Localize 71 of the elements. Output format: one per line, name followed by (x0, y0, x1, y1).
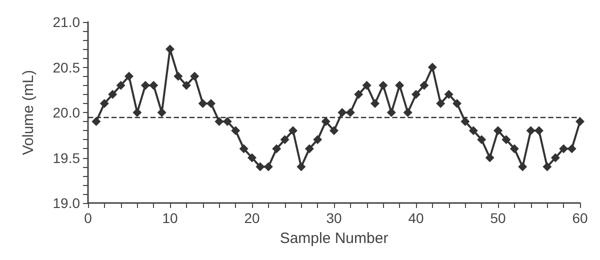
point (542, 162, 552, 172)
point (272, 144, 282, 154)
point (288, 126, 298, 136)
point (403, 108, 412, 117)
y-tick-label: 19.5 (52, 150, 80, 166)
point (190, 72, 200, 81)
point (444, 90, 454, 99)
point (313, 135, 322, 144)
point (362, 80, 372, 90)
point (280, 135, 290, 144)
point (338, 108, 347, 117)
point (510, 144, 519, 154)
point (198, 98, 208, 108)
point (412, 90, 420, 99)
point (567, 144, 576, 154)
point (477, 135, 486, 144)
point (395, 80, 404, 90)
point (518, 162, 528, 172)
point (231, 126, 240, 136)
point (386, 108, 396, 117)
point (420, 80, 429, 90)
x-tick-label: 60 (572, 210, 588, 226)
point (550, 153, 560, 162)
point (100, 98, 109, 108)
point (248, 153, 256, 162)
y-tick-label: 19.0 (52, 195, 80, 211)
y-tick-label: 21.0 (52, 14, 80, 30)
point (502, 135, 511, 144)
point (559, 144, 568, 154)
point (124, 72, 134, 81)
point (354, 90, 364, 99)
x-tick-label: 10 (162, 210, 178, 226)
point (370, 98, 380, 108)
point (182, 80, 191, 90)
point (108, 90, 118, 99)
x-axis-title: Sample Number (280, 230, 388, 247)
point (494, 126, 502, 136)
x-tick-label: 20 (244, 210, 260, 226)
point (92, 117, 101, 126)
point (428, 62, 437, 72)
point (534, 126, 544, 136)
point (116, 80, 126, 90)
x-tick-label: 50 (490, 210, 506, 226)
y-axis-title: Volume (mL) (20, 70, 37, 156)
y-tick-label: 20.5 (52, 59, 80, 76)
point (256, 162, 265, 172)
point (436, 98, 446, 108)
point (132, 108, 142, 117)
point (174, 72, 183, 81)
point (321, 117, 330, 126)
point (526, 126, 536, 136)
point (576, 117, 584, 126)
y-tick-label: 20.0 (52, 104, 80, 120)
point (239, 144, 248, 154)
point (157, 108, 166, 117)
point (468, 126, 478, 136)
point (214, 117, 224, 126)
point (296, 162, 306, 172)
x-tick-label: 40 (408, 210, 424, 226)
x-tick-label: 0 (84, 210, 92, 226)
point (149, 80, 158, 90)
point (460, 117, 470, 126)
x-tick-label: 30 (326, 210, 342, 226)
point (140, 80, 150, 90)
point (485, 153, 494, 162)
point (304, 144, 314, 154)
point (378, 80, 388, 90)
point (206, 98, 216, 108)
point (452, 98, 462, 108)
point (330, 126, 338, 136)
point (264, 162, 273, 172)
